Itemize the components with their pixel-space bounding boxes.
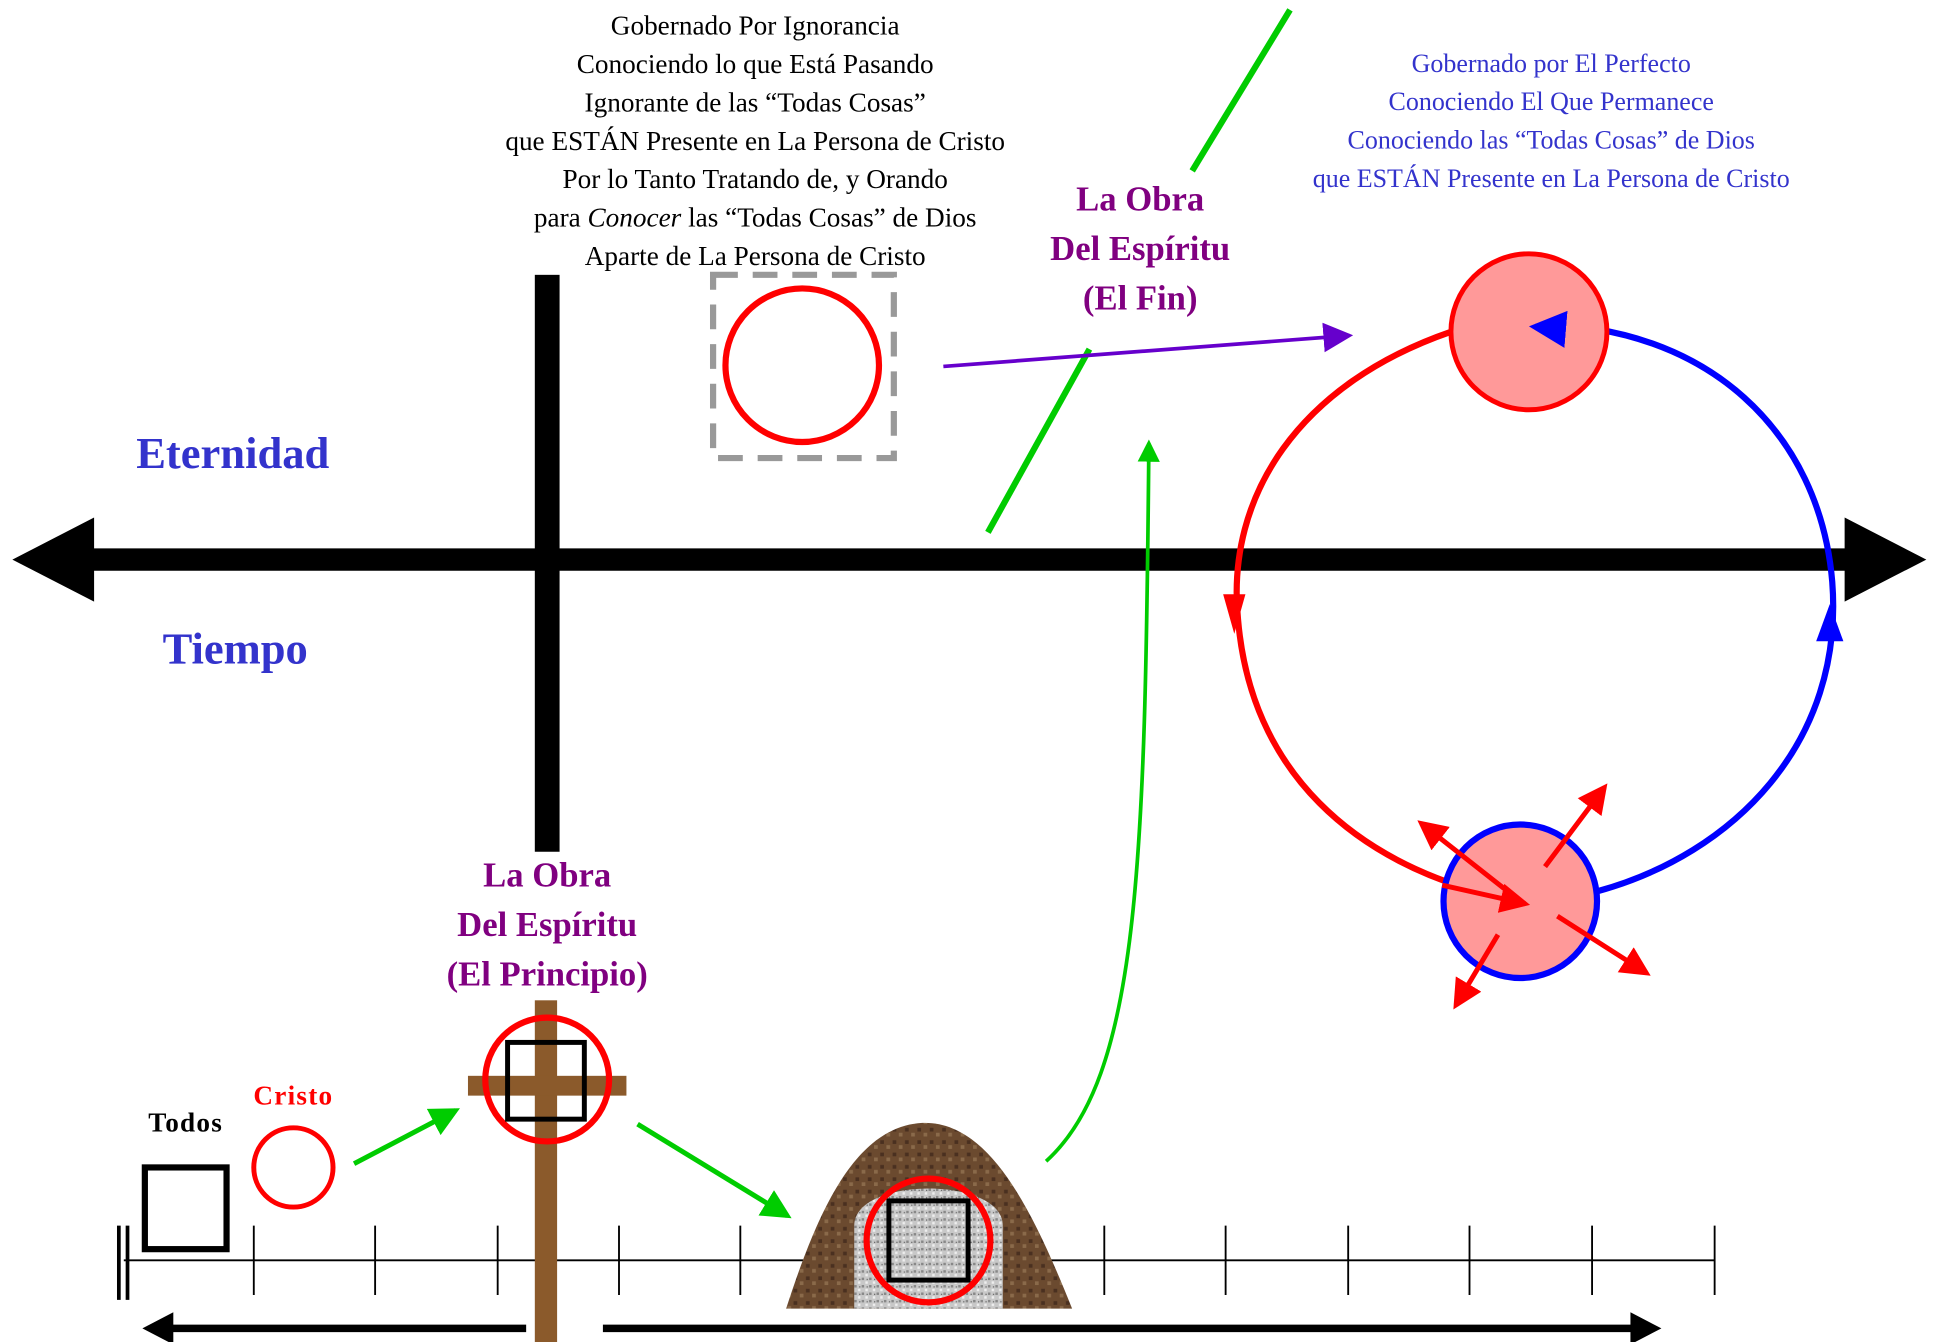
divider xyxy=(988,349,1090,532)
text-line: La Obra xyxy=(1076,180,1204,218)
cristo-label: Cristo xyxy=(253,1080,333,1110)
arrow xyxy=(638,1124,788,1216)
arrowhead xyxy=(1223,594,1245,634)
arrowhead xyxy=(1630,1312,1661,1342)
work-end: La Obra Del Espíritu (El Fin) xyxy=(1050,180,1230,317)
text-part: Conocer xyxy=(588,203,682,233)
right-block: Gobernado por El Perfecto Conociendo El … xyxy=(1313,49,1790,193)
text-line: (El Fin) xyxy=(1083,280,1198,318)
text-line: que ESTÁN Presente en La Persona de Cris… xyxy=(1313,164,1790,193)
circle xyxy=(254,1128,333,1207)
time-label: Tiempo xyxy=(163,624,308,674)
text-line: Del Espíritu xyxy=(457,906,637,944)
text-line: (El Principio) xyxy=(447,955,648,993)
diagram: Gobernado Por Ignorancia Conociendo lo q… xyxy=(0,0,1935,1342)
text-line: Ignorante de las “Todas Cosas” xyxy=(585,87,926,117)
cycle-blue xyxy=(1535,324,1833,891)
arrow xyxy=(354,1110,456,1163)
arrowhead xyxy=(142,1312,173,1342)
arrow xyxy=(1535,327,1550,328)
arrowhead xyxy=(12,517,94,601)
square xyxy=(889,1201,968,1280)
arrowhead xyxy=(1816,604,1843,641)
cycle-red xyxy=(1237,332,1517,901)
text-line: Por lo Tanto Tratando de, y Orando xyxy=(562,164,947,194)
work-beginning: La Obra Del Espíritu (El Principio) xyxy=(447,856,648,993)
text-line: Gobernado Por Ignorancia xyxy=(611,11,900,41)
text-part: para xyxy=(534,203,588,233)
text-line: Conociendo las “Todas Cosas” de Dios xyxy=(1348,126,1755,155)
text-line: que ESTÁN Presente en La Persona de Cris… xyxy=(505,126,1005,156)
square xyxy=(145,1167,227,1249)
circle xyxy=(1451,254,1607,410)
arrowhead xyxy=(1845,517,1927,601)
text-line: para Conocer las “Todas Cosas” de Dios xyxy=(534,203,977,233)
circle xyxy=(725,288,879,442)
eternity-label: Eternidad xyxy=(136,428,329,478)
cross xyxy=(468,1076,626,1096)
dashed-box xyxy=(713,275,894,458)
text-line: Conociendo lo que Está Pasando xyxy=(577,49,934,79)
left-block: Gobernado Por Ignorancia Conociendo lo q… xyxy=(505,11,1005,271)
arrow xyxy=(943,336,1349,367)
cross xyxy=(535,1000,557,1342)
text-line: Del Espíritu xyxy=(1050,230,1230,268)
todos-label: Todos xyxy=(148,1108,223,1138)
axes xyxy=(12,275,1926,852)
text-line: Aparte de La Persona de Cristo xyxy=(585,241,926,271)
vertical-bar xyxy=(535,275,560,852)
text-line: La Obra xyxy=(483,856,611,894)
divider xyxy=(1192,10,1290,171)
text-part: las “Todas Cosas” de Dios xyxy=(681,203,976,233)
page: Gobernado Por Ignorancia Conociendo lo q… xyxy=(0,0,1935,1342)
text-line: Gobernado por El Perfecto xyxy=(1412,49,1691,78)
text-line: Conociendo El Que Permanece xyxy=(1389,87,1714,116)
